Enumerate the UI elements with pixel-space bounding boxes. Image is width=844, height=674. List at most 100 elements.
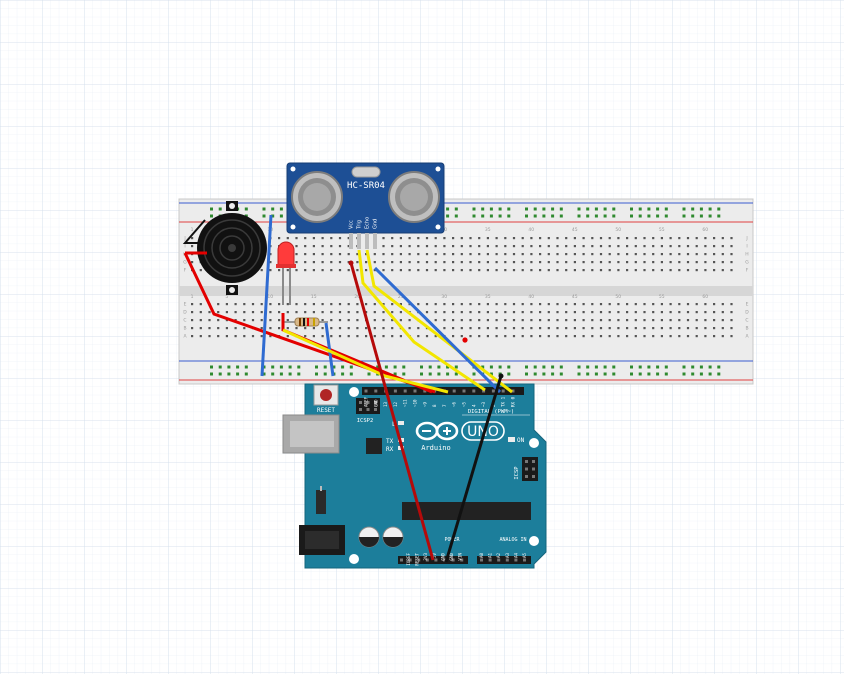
rail-hole xyxy=(437,365,441,369)
terminal-hole xyxy=(704,319,707,322)
terminal-hole xyxy=(269,269,272,272)
terminal-hole xyxy=(591,303,594,306)
terminal-hole xyxy=(321,269,324,272)
rail-hole xyxy=(481,365,485,369)
digital-pin-label: AREF xyxy=(364,396,369,407)
digital-pin xyxy=(393,389,397,393)
terminal-hole xyxy=(452,237,455,240)
red-marker-dot xyxy=(462,337,468,343)
center-channel xyxy=(179,286,753,296)
power-pin-label: 3V3 xyxy=(423,553,428,561)
terminal-hole xyxy=(425,261,429,264)
terminal-hole xyxy=(686,319,690,322)
arduino-logo xyxy=(415,421,459,441)
sensor-pins xyxy=(349,233,377,249)
terminal-hole xyxy=(417,237,420,240)
terminal-hole xyxy=(582,269,585,272)
terminal-hole xyxy=(425,311,429,314)
terminal-hole xyxy=(425,245,429,248)
terminal-hole xyxy=(199,319,202,322)
rail-hole xyxy=(323,365,327,369)
terminal-hole xyxy=(225,327,228,330)
rail-hole xyxy=(664,207,668,211)
terminal-hole xyxy=(234,327,237,330)
terminal-hole xyxy=(608,245,611,248)
terminal-hole xyxy=(634,335,637,338)
wire-blue-echo xyxy=(373,266,502,394)
terminal-hole xyxy=(478,261,481,264)
terminal-hole xyxy=(660,245,663,248)
terminal-hole xyxy=(713,311,716,314)
terminal-hole xyxy=(547,269,550,272)
terminal-hole xyxy=(373,261,376,264)
rail-hole xyxy=(525,372,528,376)
rail-hole xyxy=(559,365,563,369)
rail-hole xyxy=(612,372,616,376)
terminal-hole xyxy=(495,261,498,264)
terminal-hole xyxy=(713,327,716,330)
terminal-hole xyxy=(704,253,707,256)
rail-hole xyxy=(507,372,511,376)
terminal-hole xyxy=(521,245,524,248)
rail-hole xyxy=(341,365,345,369)
terminal-hole xyxy=(547,319,550,322)
rail-hole xyxy=(638,214,642,218)
digital-pin-label: ~10 xyxy=(413,399,418,407)
terminal-hole xyxy=(530,269,533,272)
mount-hole xyxy=(290,224,296,230)
terminal-hole xyxy=(591,237,594,240)
terminal-hole xyxy=(626,237,629,240)
terminal-hole xyxy=(547,261,550,264)
terminal-hole xyxy=(713,245,716,248)
rail-hole xyxy=(691,207,695,211)
terminal-hole xyxy=(391,261,394,264)
column-number: 30 xyxy=(441,294,447,300)
analog-label: ANALOG IN xyxy=(499,537,526,543)
terminal-hole xyxy=(686,253,690,256)
terminal-hole xyxy=(660,311,663,314)
terminal-hole xyxy=(721,327,724,330)
rail-hole xyxy=(559,207,563,211)
digital-pin-label: ~5 xyxy=(462,401,467,407)
rail-hole xyxy=(533,372,537,376)
terminal-hole xyxy=(312,245,315,248)
transducer-left xyxy=(291,171,343,223)
terminal-hole xyxy=(591,269,594,272)
row-letter: H xyxy=(745,252,748,258)
row-letter: D xyxy=(183,310,187,316)
transducer-right xyxy=(388,171,440,223)
rail-hole xyxy=(279,372,283,376)
terminal-hole xyxy=(199,269,202,272)
terminal-hole xyxy=(669,327,672,330)
terminal-hole xyxy=(408,269,411,272)
terminal-hole xyxy=(295,253,298,256)
terminal-hole xyxy=(617,237,620,240)
power-pin xyxy=(451,558,455,562)
terminal-hole xyxy=(338,327,342,330)
terminal-hole xyxy=(599,311,603,314)
rail-hole xyxy=(577,365,581,369)
terminal-hole xyxy=(565,261,568,264)
terminal-hole xyxy=(286,335,289,338)
terminal-hole xyxy=(356,303,359,306)
terminal-hole xyxy=(713,319,716,322)
terminal-hole xyxy=(417,245,420,248)
mount-hole xyxy=(435,166,441,172)
rail-hole xyxy=(594,365,598,369)
rail-hole xyxy=(428,365,432,369)
terminal-hole xyxy=(565,253,568,256)
digital-pin xyxy=(482,389,486,393)
terminal-hole xyxy=(608,303,611,306)
terminal-hole xyxy=(660,319,663,322)
reset-button-cap[interactable] xyxy=(320,389,332,401)
terminal-hole xyxy=(660,327,663,330)
terminal-hole xyxy=(278,303,281,306)
terminal-hole xyxy=(460,335,463,338)
terminal-hole xyxy=(495,303,498,306)
terminal-hole xyxy=(713,253,716,256)
terminal-hole xyxy=(652,237,655,240)
terminal-hole xyxy=(599,335,603,338)
rail-hole xyxy=(271,372,275,376)
rail-hole xyxy=(271,365,275,369)
